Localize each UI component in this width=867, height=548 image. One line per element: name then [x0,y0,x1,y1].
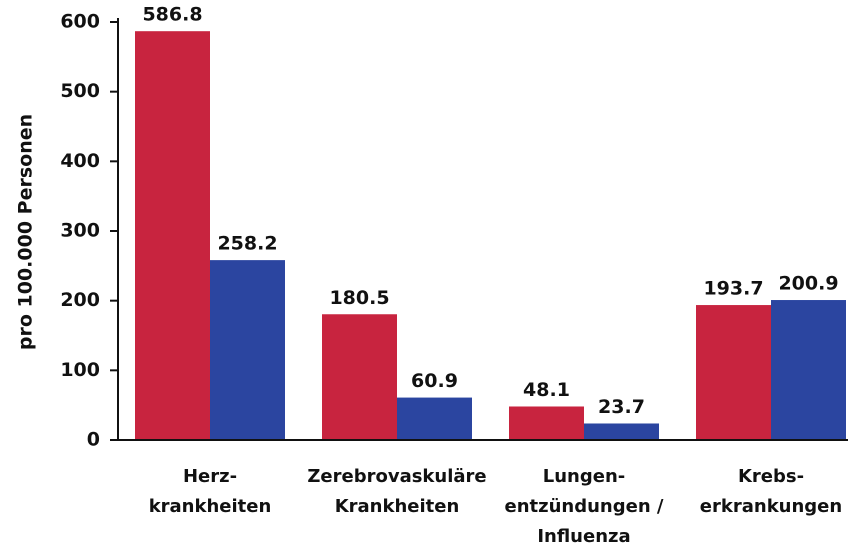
y-tick-label: 600 [60,11,100,33]
bar [696,305,771,440]
y-tick-label: 200 [60,289,100,311]
y-tick-label: 100 [60,359,100,381]
y-axis-label: pro 100.000 Personen [15,114,37,350]
bar [771,300,846,440]
bar [584,423,659,440]
value-label: 586.8 [142,4,202,26]
x-tick-label: Krebs- [738,466,804,487]
x-tick-label: Influenza [537,526,630,547]
x-tick-label: erkrankungen [700,496,842,517]
y-tick-label: 0 [87,429,100,451]
value-label: 258.2 [217,233,277,255]
value-label: 193.7 [703,278,763,300]
y-tick-label: 300 [60,220,100,242]
x-tick-label: Krankheiten [335,496,460,517]
bar [509,406,584,440]
x-tick-label: Herz- [183,466,237,487]
y-tick-label: 500 [60,80,100,102]
bar [135,31,210,441]
value-label: 180.5 [329,287,389,309]
value-label: 200.9 [778,273,838,295]
x-tick-label: Zerebrovaskuläre [307,466,486,487]
bar [210,260,285,440]
value-label: 60.9 [411,370,458,392]
y-tick-label: 400 [60,150,100,172]
x-tick-label: Lungen- [543,466,625,487]
x-tick-label: entzündungen / [505,496,664,517]
bar [322,314,397,440]
value-label: 48.1 [523,379,570,401]
x-tick-label: krankheiten [149,496,272,517]
bar [397,397,472,440]
value-label: 23.7 [598,396,645,418]
